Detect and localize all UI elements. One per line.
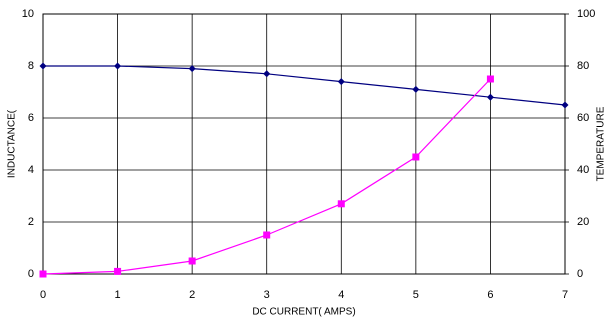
- x-tick-label: 1: [115, 289, 121, 301]
- marker: [39, 270, 47, 278]
- x-tick-label: 5: [413, 289, 419, 301]
- y-tick-label: 10: [22, 8, 34, 20]
- plot-border: [42, 13, 566, 275]
- x-tick-label: 7: [562, 289, 568, 301]
- marker: [188, 257, 196, 265]
- y-tick-label: 8: [28, 60, 34, 72]
- marker: [263, 231, 271, 239]
- series-line: [43, 65, 566, 106]
- x-tick-label: 3: [264, 289, 270, 301]
- marker: [114, 267, 122, 275]
- marker: [188, 65, 196, 73]
- y2-tick-label: 80: [577, 60, 589, 72]
- x-tick-label: 4: [338, 289, 344, 301]
- y2-tick-label: 40: [577, 164, 589, 176]
- y2-tick-label: 60: [577, 112, 589, 124]
- y-axis-title: INDUCTANCE(: [7, 109, 18, 178]
- marker: [486, 75, 494, 83]
- y-tick-label: 0: [28, 268, 34, 280]
- marker: [561, 101, 569, 109]
- x-tick-label: 6: [487, 289, 493, 301]
- x-tick-label: 0: [40, 289, 46, 301]
- marker: [263, 70, 271, 78]
- y2-tick-label: 20: [577, 216, 589, 228]
- y2-axis-title: TEMPERATURE: [596, 106, 607, 181]
- y-tick-label: 6: [28, 112, 34, 124]
- y-tick-label: 2: [28, 216, 34, 228]
- y-tick-label: 4: [28, 164, 34, 176]
- marker: [486, 93, 494, 101]
- x-axis-title: DC CURRENT( AMPS): [252, 307, 355, 318]
- marker: [39, 62, 47, 70]
- marker: [412, 153, 420, 161]
- marker: [114, 62, 122, 70]
- marker: [412, 85, 420, 93]
- y2-tick-label: 100: [577, 8, 595, 20]
- marker: [337, 200, 345, 208]
- marker: [337, 78, 345, 86]
- y2-tick-label: 0: [577, 268, 583, 280]
- x-tick-label: 2: [189, 289, 195, 301]
